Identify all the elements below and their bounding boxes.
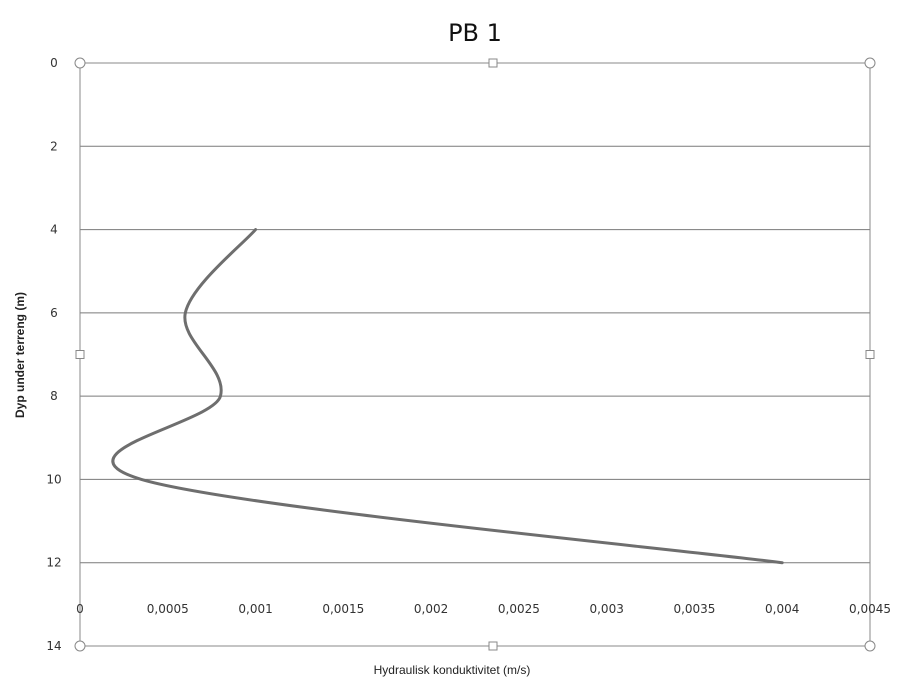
x-tick-label: 0,0025 xyxy=(498,602,540,616)
y-axis-label: Dyp under terreng (m) xyxy=(13,292,27,418)
x-tick-label: 0,002 xyxy=(414,602,448,616)
y-tick-label: 2 xyxy=(50,139,58,153)
resize-handle-corner[interactable] xyxy=(74,57,86,69)
y-tick-label: 14 xyxy=(46,639,61,653)
y-tick-label: 0 xyxy=(50,56,58,70)
y-tick-label: 8 xyxy=(50,389,58,403)
x-axis-label: Hydraulisk konduktivitet (m/s) xyxy=(374,663,531,677)
selection-handles xyxy=(74,57,876,652)
x-axis-ticks: 0 0,0005 0,001 0,0015 0,002 0,0025 0,003 0,0035… xyxy=(76,602,891,616)
x-tick-label: 0,0005 xyxy=(147,602,189,616)
y-tick-label: 12 xyxy=(46,556,61,570)
y-tick-label: 10 xyxy=(46,472,61,486)
x-tick-label: 0,0045 xyxy=(849,602,891,616)
x-tick-label: 0 xyxy=(76,602,84,616)
series-layer xyxy=(111,228,784,565)
resize-handle-edge[interactable] xyxy=(865,350,875,359)
x-tick-label: 0,0035 xyxy=(673,602,715,616)
resize-handle-edge[interactable] xyxy=(488,641,498,651)
resize-handle-edge[interactable] xyxy=(75,350,85,359)
x-tick-label: 0,003 xyxy=(589,602,623,616)
resize-handle-corner[interactable] xyxy=(864,640,876,652)
resize-handle-corner[interactable] xyxy=(864,57,876,69)
y-tick-label: 6 xyxy=(50,306,58,320)
x-tick-label: 0,001 xyxy=(238,602,272,616)
y-axis-ticks: 0 2 4 6 8 10 12 14 xyxy=(46,56,61,653)
y-tick-label: 4 xyxy=(50,223,58,237)
chart-title: PB 1 xyxy=(448,19,502,47)
resize-handle-edge[interactable] xyxy=(488,58,498,68)
series-line-0[interactable] xyxy=(111,228,784,565)
x-tick-label: 0,004 xyxy=(765,602,799,616)
x-tick-label: 0,0015 xyxy=(322,602,364,616)
grid-lines xyxy=(80,145,870,564)
resize-handle-corner[interactable] xyxy=(74,640,86,652)
